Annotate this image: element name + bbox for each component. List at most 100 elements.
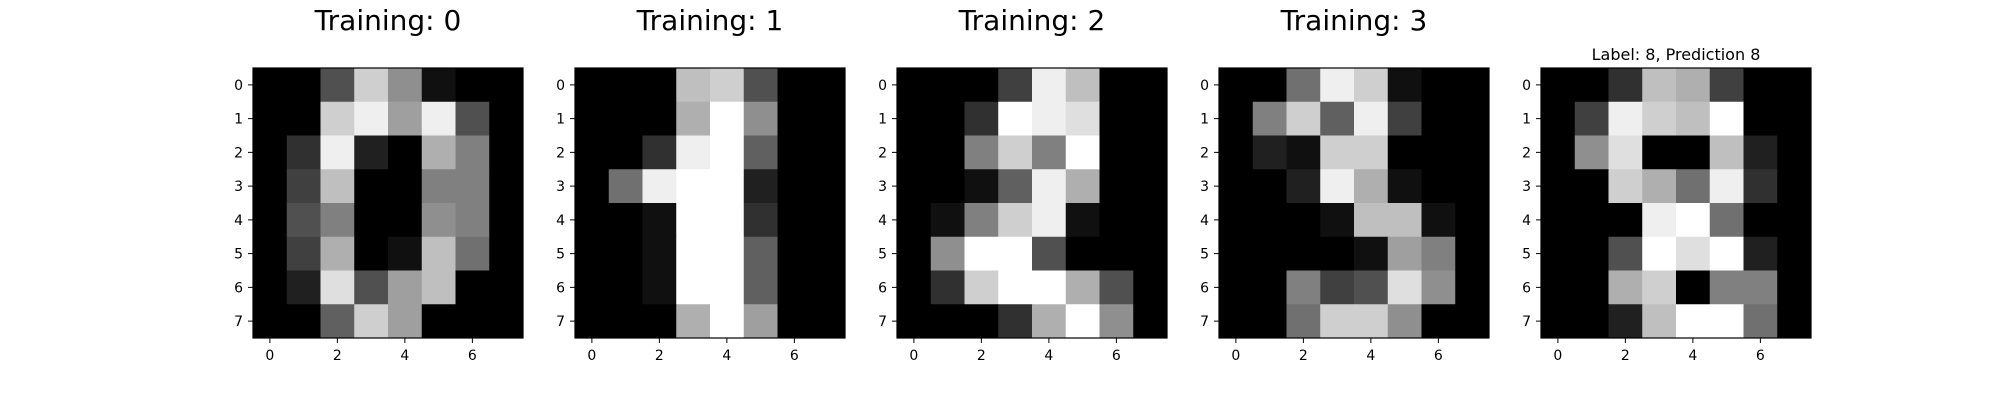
y-tick-label: 1 bbox=[1522, 112, 1531, 128]
pixel-cell bbox=[455, 101, 490, 136]
pixel-cell bbox=[1032, 304, 1067, 339]
pixel-cell bbox=[1709, 203, 1744, 238]
pixel-cell bbox=[897, 203, 932, 238]
pixel-cell bbox=[489, 270, 524, 305]
pixel-cell bbox=[1455, 135, 1490, 170]
pixel-cell bbox=[1065, 68, 1100, 103]
y-tick-label: 1 bbox=[1200, 112, 1209, 128]
pixel-cell bbox=[489, 135, 524, 170]
pixel-cell bbox=[964, 270, 999, 305]
pixel-cell bbox=[676, 135, 711, 170]
pixel-cell bbox=[354, 169, 389, 204]
pixel-cell bbox=[320, 68, 355, 103]
pixel-cell bbox=[1743, 236, 1778, 271]
pixel-cell bbox=[489, 236, 524, 271]
pixel-cell bbox=[1676, 68, 1711, 103]
pixel-cell bbox=[608, 236, 643, 271]
y-tick-label: 2 bbox=[556, 145, 565, 161]
digit-panel-3: Training: 3 0 1 2 3 4 5 6 7 0 2 4 6 bbox=[1200, 4, 1490, 364]
pixel-cell bbox=[253, 270, 288, 305]
pixel-cell bbox=[1133, 169, 1168, 204]
pixel-cell bbox=[811, 236, 846, 271]
y-tick-label: 5 bbox=[1522, 247, 1531, 263]
pixel-cell bbox=[1455, 304, 1490, 339]
pixel-cell bbox=[897, 68, 932, 103]
pixel-cell bbox=[354, 236, 389, 271]
pixel-cell bbox=[575, 236, 610, 271]
pixel-cell bbox=[676, 203, 711, 238]
pixel-cell bbox=[1709, 270, 1744, 305]
pixel-cell bbox=[1032, 270, 1067, 305]
pixel-cell bbox=[1777, 68, 1812, 103]
pixel-cell bbox=[710, 236, 745, 271]
pixel-cell bbox=[1387, 169, 1422, 204]
pixel-cell bbox=[930, 270, 965, 305]
pixel-cell bbox=[710, 135, 745, 170]
pixel-cell bbox=[930, 68, 965, 103]
x-tick-label: 0 bbox=[1553, 348, 1562, 364]
pixel-cell bbox=[743, 169, 778, 204]
pixel-cell bbox=[1032, 169, 1067, 204]
x-tick-label: 0 bbox=[587, 348, 596, 364]
pixel-cell bbox=[1320, 135, 1355, 170]
pixel-cell bbox=[1777, 169, 1812, 204]
pixel-cell bbox=[1387, 101, 1422, 136]
pixel-cell bbox=[1387, 203, 1422, 238]
pixel-cell bbox=[1642, 236, 1677, 271]
pixel-cell bbox=[1642, 270, 1677, 305]
pixel-cell bbox=[642, 169, 677, 204]
x-tick-label: 2 bbox=[1621, 348, 1630, 364]
pixel-cell bbox=[253, 236, 288, 271]
pixel-cell bbox=[388, 101, 423, 136]
pixel-cell bbox=[1354, 203, 1389, 238]
pixel-cell bbox=[964, 236, 999, 271]
pixel-cell bbox=[1252, 304, 1287, 339]
pixel-cell bbox=[1777, 270, 1812, 305]
pixel-cell bbox=[1608, 304, 1643, 339]
pixel-cell bbox=[930, 304, 965, 339]
pixel-cell bbox=[1743, 169, 1778, 204]
pixel-cell bbox=[489, 101, 524, 136]
pixel-cell bbox=[320, 135, 355, 170]
pixel-cell bbox=[676, 270, 711, 305]
pixel-cell bbox=[1608, 203, 1643, 238]
pixel-cell bbox=[1219, 68, 1254, 103]
pixel-cell bbox=[1099, 270, 1134, 305]
y-tick-label: 7 bbox=[1200, 314, 1209, 330]
pixel-cell bbox=[1777, 203, 1812, 238]
pixel-cell bbox=[1743, 203, 1778, 238]
pixel-cell bbox=[608, 203, 643, 238]
pixel-cell bbox=[1219, 236, 1254, 271]
pixel-cell bbox=[676, 101, 711, 136]
pixel-cell bbox=[1320, 101, 1355, 136]
pixel-cell bbox=[642, 203, 677, 238]
pixel-cell bbox=[710, 101, 745, 136]
pixel-cell bbox=[1065, 236, 1100, 271]
panel-title: Training: 2 bbox=[958, 4, 1106, 37]
y-tick-label: 0 bbox=[1200, 78, 1209, 94]
pixel-cell bbox=[286, 169, 321, 204]
pixel-cell bbox=[1455, 101, 1490, 136]
pixel-cell bbox=[455, 68, 490, 103]
pixel-cell bbox=[388, 304, 423, 339]
pixel-cell bbox=[608, 135, 643, 170]
pixel-cell bbox=[421, 270, 456, 305]
pixel-cell bbox=[1676, 304, 1711, 339]
y-tick-label: 4 bbox=[878, 213, 887, 229]
pixel-cell bbox=[608, 101, 643, 136]
pixel-cell bbox=[897, 101, 932, 136]
x-tick-label: 4 bbox=[722, 348, 731, 364]
pixel-cell bbox=[1354, 101, 1389, 136]
y-tick-label: 5 bbox=[234, 247, 243, 263]
pixel-cell bbox=[1065, 203, 1100, 238]
pixel-cell bbox=[1709, 236, 1744, 271]
pixel-cell bbox=[1133, 101, 1168, 136]
pixel-cell bbox=[1286, 270, 1321, 305]
pixel-cell bbox=[421, 135, 456, 170]
pixel-cell bbox=[421, 203, 456, 238]
y-tick-label: 5 bbox=[1200, 247, 1209, 263]
pixel-cell bbox=[1676, 270, 1711, 305]
pixel-cell bbox=[1065, 101, 1100, 136]
pixel-cell bbox=[421, 101, 456, 136]
pixel-cell bbox=[642, 236, 677, 271]
